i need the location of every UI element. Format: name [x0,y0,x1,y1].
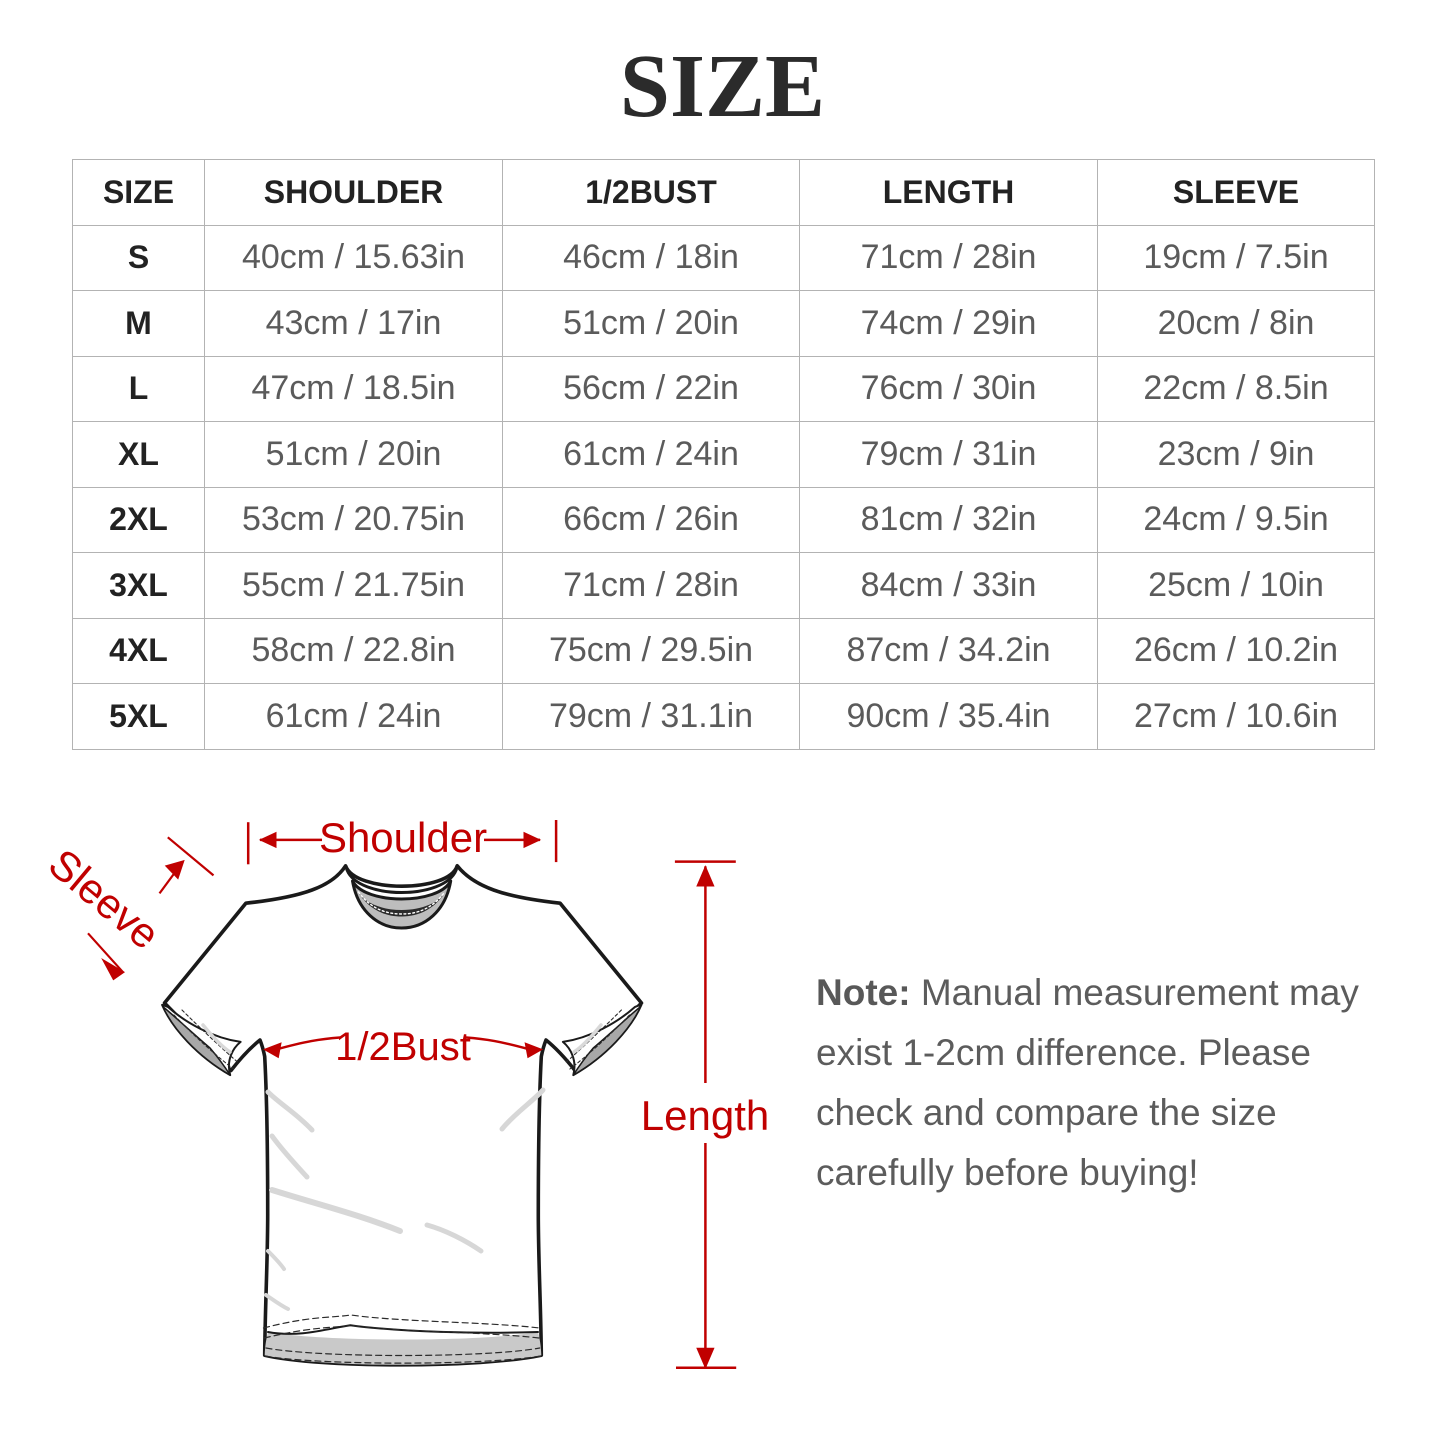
svg-text:Sleeve: Sleeve [40,840,169,959]
svg-text:Length: Length [641,1092,769,1139]
svg-text:1/2Bust: 1/2Bust [335,1025,471,1069]
svg-text:Shoulder: Shoulder [319,814,487,861]
